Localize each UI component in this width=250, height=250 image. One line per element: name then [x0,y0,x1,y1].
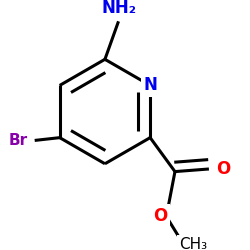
Text: O: O [216,160,230,178]
Text: CH₃: CH₃ [179,237,207,250]
Text: N: N [143,76,157,94]
Text: O: O [154,207,168,225]
Text: NH₂: NH₂ [102,0,137,18]
Text: Br: Br [8,133,28,148]
